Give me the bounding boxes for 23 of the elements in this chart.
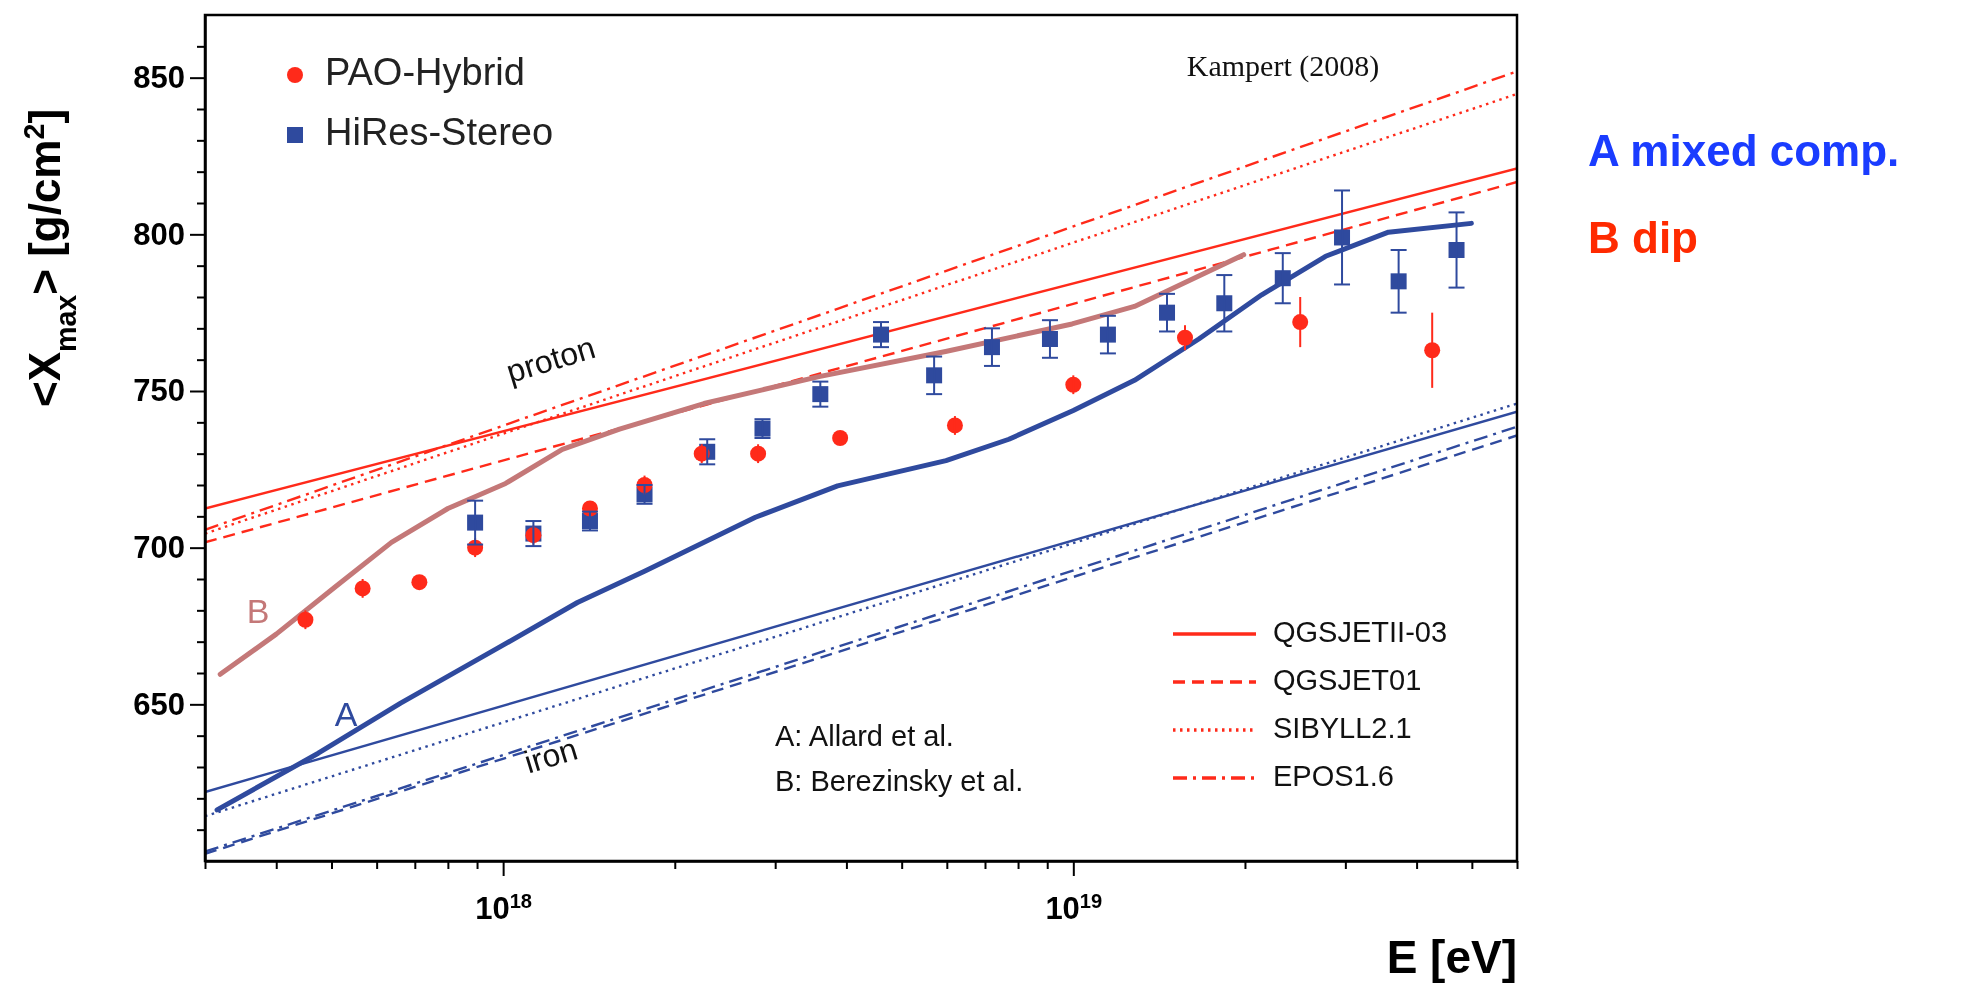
annotation: proton bbox=[502, 329, 600, 390]
legend-label: QGSJET01 bbox=[1273, 663, 1422, 696]
legend-label: HiRes-Stereo bbox=[325, 111, 554, 154]
x-tick-label: 10$^{19}$ bbox=[1045, 889, 1103, 926]
legend-label: QGSJETII-03 bbox=[1273, 615, 1448, 648]
legend-label: EPOS1.6 bbox=[1273, 759, 1394, 792]
y-tick-label: 650 bbox=[133, 686, 185, 722]
y-tick-label: 800 bbox=[133, 216, 185, 252]
annotation: iron bbox=[520, 730, 582, 781]
text: B dip bbox=[1588, 213, 1698, 262]
y-tick-label: 700 bbox=[133, 530, 185, 566]
annotation: A: Allard et al. bbox=[775, 720, 954, 752]
x-axis-title: E [eV] bbox=[1386, 931, 1517, 983]
annotation: A bbox=[334, 695, 358, 733]
annotation: B bbox=[246, 592, 270, 630]
annotation: B: Berezinsky et al. bbox=[775, 765, 1024, 797]
legend-label: SIBYLL2.1 bbox=[1273, 711, 1412, 744]
x-tick-label: 10$^{18}$ bbox=[475, 889, 533, 926]
text: A mixed comp. bbox=[1588, 126, 1900, 175]
legend-label: PAO-Hybrid bbox=[325, 51, 525, 94]
y-tick-label: 850 bbox=[133, 60, 185, 96]
annotation: Kampert (2008) bbox=[1186, 49, 1380, 83]
y-tick-label: 750 bbox=[133, 373, 185, 409]
